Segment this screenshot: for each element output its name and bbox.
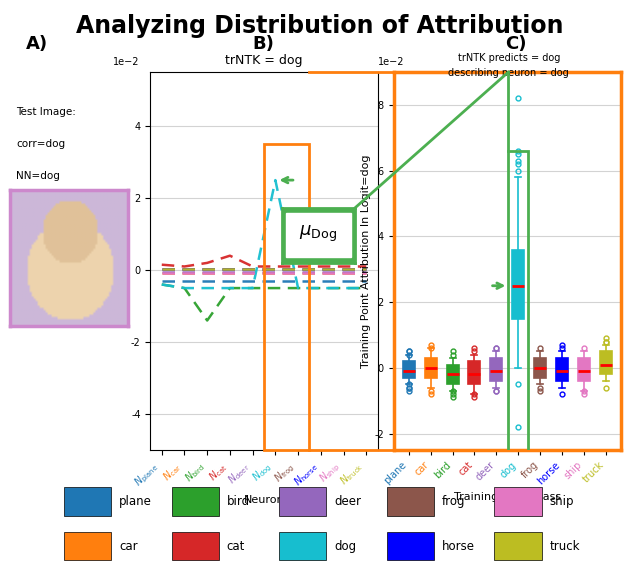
Text: plane: plane [119, 495, 152, 508]
Text: 1e−2: 1e−2 [113, 57, 140, 68]
X-axis label: Training Data Class: Training Data Class [454, 492, 561, 501]
PathPatch shape [556, 358, 568, 381]
Text: describing neuron = dog: describing neuron = dog [449, 68, 569, 78]
FancyBboxPatch shape [172, 532, 219, 560]
Text: frog: frog [442, 495, 465, 508]
Text: $\mu_{\rm Dog}$: $\mu_{\rm Dog}$ [300, 224, 337, 244]
FancyBboxPatch shape [64, 532, 111, 560]
Text: car: car [119, 539, 138, 553]
Text: cat: cat [227, 539, 245, 553]
PathPatch shape [578, 358, 589, 381]
PathPatch shape [600, 351, 611, 374]
PathPatch shape [468, 361, 481, 384]
FancyBboxPatch shape [387, 487, 434, 516]
Text: deer: deer [334, 495, 361, 508]
Y-axis label: Mean Attribution: Mean Attribution [115, 215, 125, 308]
Bar [264, 144, 309, 450]
Title: trNTK = dog: trNTK = dog [225, 54, 303, 67]
PathPatch shape [534, 358, 546, 378]
PathPatch shape [490, 358, 502, 381]
Text: NN=dog: NN=dog [16, 171, 60, 181]
FancyBboxPatch shape [279, 487, 326, 516]
Text: dog: dog [334, 539, 356, 553]
FancyBboxPatch shape [387, 532, 434, 560]
Text: truck: truck [549, 539, 580, 553]
FancyBboxPatch shape [64, 487, 111, 516]
Text: Test Image:: Test Image: [16, 107, 76, 117]
Text: horse: horse [442, 539, 475, 553]
PathPatch shape [447, 365, 459, 384]
Bar [508, 151, 528, 460]
Text: C): C) [506, 35, 527, 53]
PathPatch shape [403, 361, 415, 378]
Text: 1e−2: 1e−2 [378, 57, 404, 68]
PathPatch shape [512, 250, 524, 319]
Text: B): B) [253, 35, 275, 53]
X-axis label: Neuron: Neuron [244, 495, 284, 505]
FancyBboxPatch shape [494, 487, 541, 516]
Text: trNTK predicts = dog: trNTK predicts = dog [458, 53, 560, 62]
Text: ship: ship [549, 495, 574, 508]
PathPatch shape [425, 358, 436, 378]
FancyBboxPatch shape [172, 487, 219, 516]
Text: bird: bird [227, 495, 250, 508]
FancyBboxPatch shape [286, 213, 351, 257]
FancyBboxPatch shape [279, 532, 326, 560]
Text: Analyzing Distribution of Attribution: Analyzing Distribution of Attribution [76, 14, 564, 39]
Text: corr=dog: corr=dog [16, 139, 65, 149]
Text: A): A) [26, 35, 48, 53]
FancyBboxPatch shape [494, 532, 541, 560]
Y-axis label: Training Point Attribution In Logit=dog: Training Point Attribution In Logit=dog [362, 154, 371, 368]
